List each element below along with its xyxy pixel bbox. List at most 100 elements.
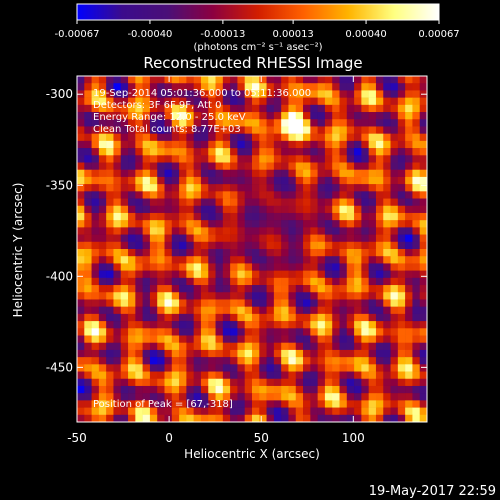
heatmap-cell — [390, 263, 399, 271]
heatmap-cell — [230, 292, 238, 300]
heatmap-cell — [77, 299, 85, 307]
heatmap-cell — [361, 76, 369, 84]
heatmap-cell — [295, 104, 304, 113]
heatmap-cell — [91, 97, 100, 106]
heatmap-cell — [361, 205, 369, 214]
heatmap-cell — [171, 234, 180, 243]
heatmap-cell — [332, 321, 340, 329]
heatmap-cell — [332, 148, 340, 156]
heatmap-cell — [397, 133, 406, 142]
heatmap-cell — [339, 342, 348, 351]
heatmap-cell — [273, 133, 282, 142]
heatmap-cell — [303, 227, 311, 235]
heatmap-cell — [397, 83, 406, 91]
heatmap-cell — [164, 198, 173, 207]
heatmap-cell — [295, 191, 304, 199]
heatmap-cell — [215, 364, 224, 372]
heatmap-cell — [273, 321, 282, 329]
heatmap-cell — [317, 285, 326, 293]
heatmap-cell — [368, 133, 377, 142]
heatmap-cell — [208, 191, 216, 199]
heatmap-cell — [142, 104, 151, 113]
heatmap-cell — [222, 83, 231, 91]
heatmap-cell — [383, 97, 391, 106]
heatmap-cell — [383, 220, 391, 228]
heatmap-cell — [149, 342, 158, 351]
heatmap-cell — [98, 349, 107, 358]
heatmap-cell — [419, 162, 428, 171]
heatmap-cell — [179, 371, 187, 380]
heatmap-cell — [113, 342, 122, 351]
heatmap-cell — [215, 299, 224, 307]
heatmap-cell — [361, 299, 369, 307]
heatmap-cell — [273, 328, 282, 336]
heatmap-cell — [368, 198, 377, 207]
heatmap-cell — [281, 349, 289, 358]
heatmap-cell — [375, 256, 384, 264]
heatmap-cell — [91, 313, 100, 322]
heatmap-cell — [215, 263, 224, 271]
heatmap-cell — [208, 364, 216, 372]
heatmap-cell — [368, 249, 377, 257]
heatmap-cell — [222, 212, 231, 221]
heatmap-cell — [266, 227, 275, 235]
heatmap-cell — [295, 90, 304, 98]
heatmap-cell — [310, 184, 318, 192]
heatmap-cell — [106, 148, 114, 156]
heatmap-cell — [128, 249, 136, 257]
heatmap-cell — [164, 414, 173, 423]
heatmap-cell — [397, 335, 406, 344]
heatmap-cell — [273, 140, 282, 149]
heatmap-cell — [193, 83, 202, 91]
heatmap-cell — [419, 198, 428, 207]
heatmap-cell — [106, 378, 114, 387]
heatmap-cell — [295, 335, 304, 344]
heatmap-cell — [354, 292, 362, 300]
heatmap-cell — [222, 162, 231, 171]
heatmap-cell — [84, 270, 92, 279]
heatmap-cell — [171, 162, 180, 171]
heatmap-cell — [354, 249, 362, 257]
heatmap-cell — [222, 393, 231, 401]
heatmap-cell — [375, 249, 384, 257]
heatmap-cell — [106, 198, 114, 207]
heatmap-cell — [186, 212, 194, 221]
heatmap-cell — [324, 256, 333, 264]
heatmap-cell — [91, 198, 100, 207]
heatmap-cell — [266, 212, 275, 221]
heatmap-cell — [273, 285, 282, 293]
heatmap-cell — [113, 249, 122, 257]
heatmap-cell — [135, 234, 143, 243]
heatmap-cell — [179, 205, 187, 214]
heatmap-cell — [281, 97, 289, 106]
heatmap-cell — [317, 227, 326, 235]
heatmap-cell — [346, 400, 355, 408]
heatmap-cell — [419, 104, 428, 113]
heatmap-cell — [346, 299, 355, 307]
heatmap-cell — [193, 205, 202, 214]
heatmap-cell — [390, 198, 399, 207]
heatmap-cell — [361, 342, 369, 351]
heatmap-cell — [259, 133, 267, 142]
heatmap-cell — [368, 169, 377, 178]
heatmap-cell — [303, 385, 311, 394]
heatmap-cell — [135, 205, 143, 214]
heatmap-cell — [128, 400, 136, 408]
heatmap-cell — [84, 407, 92, 416]
heatmap-cell — [412, 357, 421, 365]
heatmap-cell — [208, 205, 216, 214]
heatmap-cell — [281, 76, 289, 84]
heatmap-cell — [208, 234, 216, 243]
heatmap-cell — [186, 263, 194, 271]
heatmap-cell — [84, 169, 92, 178]
heatmap-cell — [375, 313, 384, 322]
heatmap-cell — [120, 349, 129, 358]
heatmap-cell — [193, 263, 202, 271]
heatmap-cell — [157, 407, 165, 416]
heatmap-cell — [361, 349, 369, 358]
heatmap-cell — [179, 277, 187, 286]
heatmap-cell — [200, 83, 209, 91]
heatmap-cell — [230, 349, 238, 358]
heatmap-cell — [324, 220, 333, 228]
heatmap-cell — [259, 357, 267, 365]
